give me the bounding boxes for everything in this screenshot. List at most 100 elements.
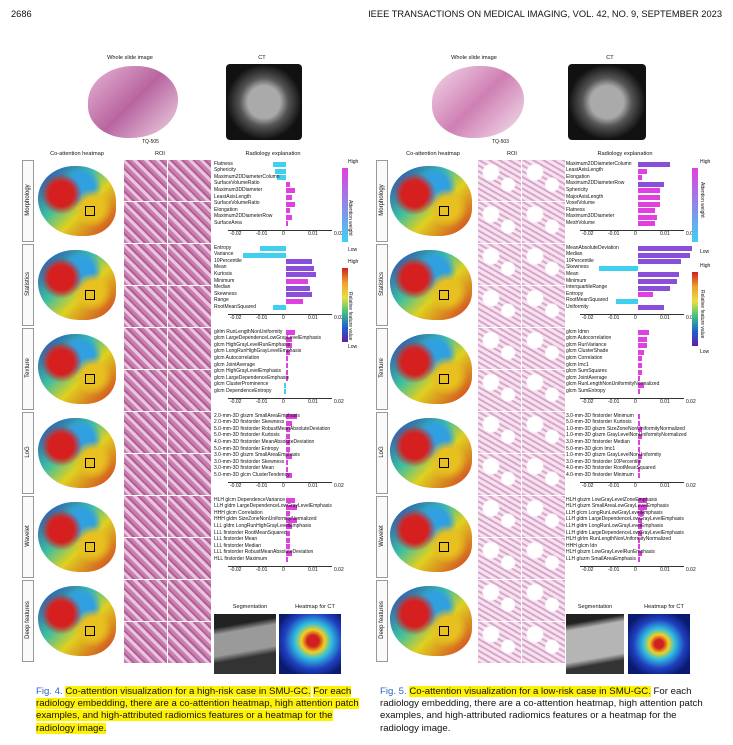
feature-bar xyxy=(286,511,291,517)
feature-bar xyxy=(638,531,643,536)
feature-bar xyxy=(638,279,677,284)
row-label-box xyxy=(376,412,388,494)
feature-bar xyxy=(638,305,664,311)
feature-label: LLH gldm LargeDependenceLowGrayLevelEmph… xyxy=(214,503,332,510)
x-tick-label: 0.01 xyxy=(660,567,670,573)
feature-label: MajorAxisLength xyxy=(566,193,604,200)
feature-label: 1.0-mm-3D glszm GrayLevelNonUniformityNo… xyxy=(566,432,687,439)
feature-label: Maximum3DDiameter xyxy=(214,186,263,193)
feature-label: LLL firstorder RobustMeanAbsoluteDeviati… xyxy=(214,549,314,556)
x-tick-label: -0.01 xyxy=(608,567,620,573)
feature-bar xyxy=(616,298,638,304)
feature-label: LeastAxisLength xyxy=(214,193,251,200)
x-tick-label: 0.01 xyxy=(660,483,670,489)
feature-bar xyxy=(638,433,643,439)
feature-label: glcm LongRunHighGrayLevelEmphasis xyxy=(214,348,302,355)
feature-bar xyxy=(638,537,641,543)
x-tick-label: -0.01 xyxy=(608,399,620,405)
roi-patch xyxy=(168,160,211,201)
feature-label: HHH glcm Idn xyxy=(566,542,598,549)
feature-bar xyxy=(286,433,291,439)
feature-bar xyxy=(286,201,295,207)
legend-high-2: High xyxy=(700,263,711,269)
roi-patch xyxy=(168,286,211,327)
roi-patch xyxy=(124,160,167,201)
feature-label: Median xyxy=(566,251,583,258)
feature-bar xyxy=(286,440,291,446)
roi-patch xyxy=(522,286,565,327)
feature-bar xyxy=(286,285,310,291)
x-axis xyxy=(228,398,332,399)
caption-highlight: Co-attention visualization for a low-ris… xyxy=(409,686,651,697)
feature-bar xyxy=(638,414,641,419)
feature-label: LLH gldm LargeDependenceLowGrayLevelEmph… xyxy=(566,516,684,523)
x-tick-label: -0.02 xyxy=(582,567,594,573)
feature-label: LLH gldm LargeDependenceLowGrayLevelEmph… xyxy=(566,529,684,536)
ct-title: CT xyxy=(258,55,266,61)
feature-label: MeshVolume xyxy=(566,219,595,226)
roi-patch xyxy=(124,622,167,663)
feature-label: glcm ClusterProminence xyxy=(214,381,269,388)
feature-bar xyxy=(286,453,293,459)
feature-label: InterquartileRange xyxy=(566,284,608,291)
heatmap-ct-title: Heatmap for CT xyxy=(644,604,684,610)
feature-label: 3.0-mm-3D firstorder 10Percentile xyxy=(566,458,642,465)
feature-bar xyxy=(638,246,692,251)
feature-label: glcm ClusterShade xyxy=(566,348,609,355)
x-tick-label: 0.02 xyxy=(334,567,344,573)
feature-label: Sphericity xyxy=(566,186,588,193)
x-tick-label: 0.02 xyxy=(334,231,344,237)
feature-bar xyxy=(638,330,649,335)
roi-marker xyxy=(84,542,95,553)
feature-bar xyxy=(286,181,291,187)
col-roi-title: ROI xyxy=(507,151,517,157)
feature-bar xyxy=(599,265,638,271)
feature-label: 5.0-mm-3D glcm ClusterTendency xyxy=(214,471,290,478)
feature-label: glrlm RunLengthNonUniformity xyxy=(214,328,283,335)
feature-bar xyxy=(283,382,286,388)
row-label: Texture xyxy=(379,358,385,378)
legend-low-2: Low xyxy=(348,344,358,350)
x-tick-label: -0.02 xyxy=(230,399,242,405)
feature-bar xyxy=(638,453,643,459)
x-tick-label: 0 xyxy=(634,567,637,573)
feature-bar xyxy=(638,292,654,298)
row-label: Deep features xyxy=(379,601,385,639)
feature-label: LLH glcm LongRunLowGrayLevelEmphasis xyxy=(566,509,663,516)
row-label: Deep features xyxy=(25,601,31,639)
feature-bar xyxy=(260,246,286,251)
feature-label: 3.0-mm-3D firstorder Skewness xyxy=(214,458,285,465)
x-axis xyxy=(228,314,332,315)
x-axis xyxy=(580,566,684,567)
caption-highlight: Co-attention visualization for a high-ri… xyxy=(65,686,311,697)
roi-patch xyxy=(478,328,521,369)
feature-label: HLH glszm LowGrayLevelRunEmphasis xyxy=(566,549,655,556)
x-axis xyxy=(228,482,332,483)
roi-marker xyxy=(84,458,95,469)
feature-bar xyxy=(286,343,293,349)
feature-label: glcm DependenceEntropy xyxy=(214,387,272,394)
feature-bar xyxy=(286,447,291,452)
wsi-title: Whole slide image xyxy=(451,55,497,61)
roi-marker xyxy=(439,542,450,553)
feature-bar xyxy=(638,369,643,375)
feature-bar xyxy=(286,498,295,503)
feature-label: Minimum xyxy=(566,277,587,284)
roi-patch xyxy=(124,538,167,579)
feature-bar xyxy=(638,420,641,426)
feature-label: SurfaceVolumeRatio xyxy=(214,180,260,187)
feature-label: 3.0-mm-3D glszm SmallAreaEmphasis xyxy=(214,452,300,459)
feature-bar xyxy=(638,511,645,517)
x-tick-label: 0 xyxy=(634,231,637,237)
x-axis xyxy=(580,230,684,231)
x-axis xyxy=(580,398,684,399)
feature-bar xyxy=(286,330,295,335)
feature-label: VoxelVolume xyxy=(566,200,595,207)
roi-patch xyxy=(168,538,211,579)
feature-bar xyxy=(638,181,664,187)
feature-bar xyxy=(638,389,641,395)
x-tick-label: 0.02 xyxy=(686,567,696,573)
feature-label: glcm Autocorrelation xyxy=(214,354,260,361)
feature-bar xyxy=(638,473,641,479)
roi-patch xyxy=(478,370,521,411)
